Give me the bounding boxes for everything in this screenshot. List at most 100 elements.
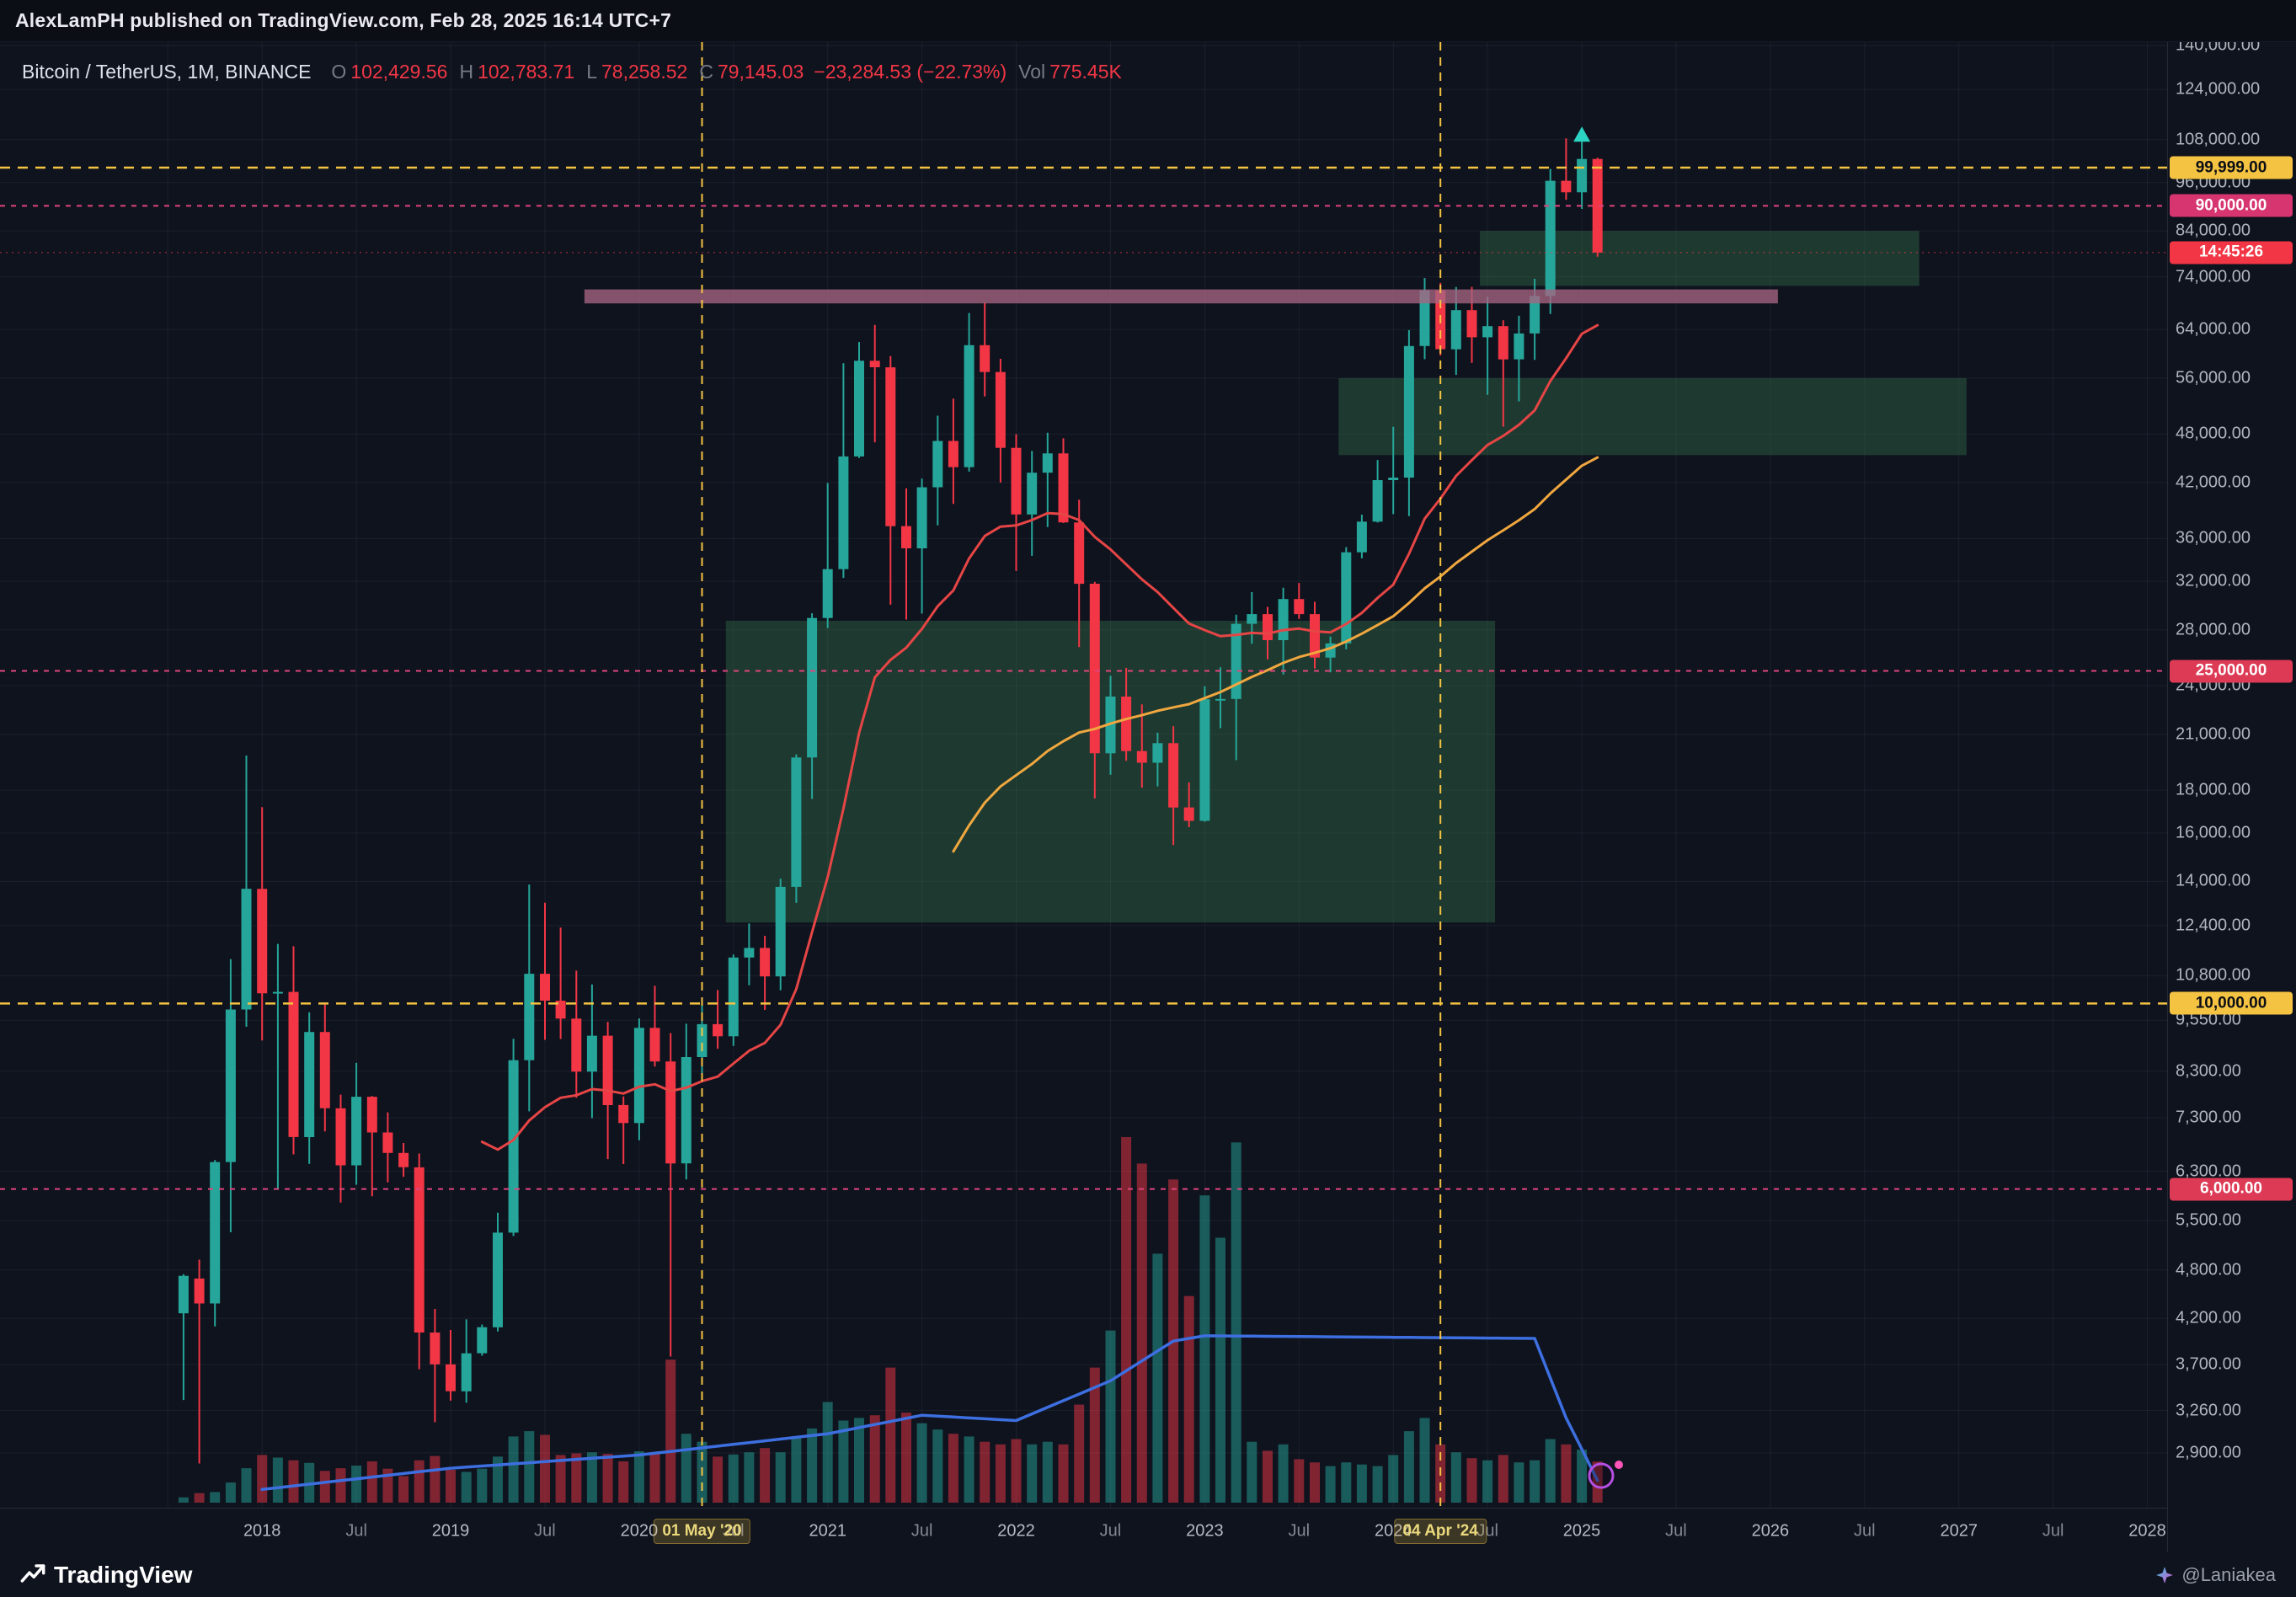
candle: [1294, 583, 1305, 619]
volume-bar: [319, 1471, 330, 1503]
supply-demand-zone[interactable]: [1338, 377, 1967, 456]
time-tick-month: Jul: [722, 1521, 745, 1540]
ohlc-close-label: C: [699, 61, 713, 83]
candle: [713, 990, 724, 1050]
candle: [1561, 138, 1572, 200]
volume-bar: [1152, 1253, 1163, 1503]
candle: [1058, 438, 1069, 523]
price-line-badge: 6,000.00: [2170, 1178, 2293, 1201]
ema-20-line: [480, 323, 1599, 1151]
volume-bar: [807, 1428, 818, 1503]
volume-bar: [241, 1468, 252, 1503]
drawings-layer: [0, 42, 2167, 1508]
price-tick: 9,550.00: [2176, 1010, 2241, 1029]
time-tick-month: Jul: [910, 1521, 933, 1540]
candle: [665, 1033, 676, 1357]
candle: [571, 970, 582, 1098]
candle: [257, 807, 268, 1041]
tradingview-brand-text: TradingView: [54, 1561, 193, 1588]
candle: [461, 1319, 472, 1403]
chart-layers: [0, 42, 2167, 1508]
sma-50-line: [952, 456, 1599, 853]
volume-bar: [1577, 1450, 1588, 1503]
volume-bar: [1183, 1295, 1194, 1503]
candle: [1011, 434, 1022, 571]
time-tick-year: 2018: [243, 1521, 281, 1540]
price-tick: 10,800.00: [2176, 965, 2251, 985]
grid-layer: [0, 42, 2167, 1508]
ohlc-high-label: H: [459, 61, 474, 83]
symbol-title[interactable]: Bitcoin / TetherUS, 1M, BINANCE: [22, 61, 312, 83]
ohlc-low-label: L: [586, 61, 597, 83]
volume-bar: [1089, 1367, 1100, 1503]
volume-bar: [446, 1470, 456, 1503]
candle: [335, 1094, 346, 1203]
volume-bar: [524, 1431, 535, 1503]
time-tick-year: 2025: [1562, 1521, 1601, 1540]
candle: [1121, 667, 1132, 761]
price-tick: 8,300.00: [2176, 1061, 2241, 1081]
price-tick: 36,000.00: [2176, 528, 2251, 547]
candle: [194, 1259, 205, 1464]
volume-bar: [713, 1456, 724, 1503]
price-tick: 2,900.00: [2176, 1443, 2241, 1462]
time-tick-year: 2022: [997, 1521, 1035, 1540]
candle: [932, 415, 943, 526]
volume-bar: [1482, 1460, 1493, 1503]
candle: [1183, 782, 1194, 827]
tradingview-brand[interactable]: TradingView: [20, 1562, 192, 1589]
volume-bar: [225, 1482, 236, 1503]
price-tick: 108,000.00: [2176, 130, 2261, 149]
volume-bar: [210, 1492, 221, 1503]
ohlc-close-value: 79,145.03: [717, 61, 804, 83]
candle: [1231, 614, 1241, 761]
ohlc-open-value: 102,429.56: [350, 61, 448, 83]
time-tick-year: 2026: [1751, 1521, 1790, 1540]
price-tick: 16,000.00: [2176, 823, 2251, 842]
volume-bar: [1310, 1462, 1320, 1503]
time-tick-year: 2023: [1186, 1521, 1224, 1540]
candle: [586, 984, 597, 1119]
ohlc-high-value: 102,783.71: [478, 61, 575, 83]
candle: [540, 902, 550, 1040]
ath-arrow-marker[interactable]: [1573, 126, 1591, 142]
time-axis[interactable]: 2018 Jul 2019 Jul 2020 Jul 2021 Jul 2022 Jul 2023 J…: [0, 1508, 2168, 1553]
resistance-band[interactable]: [584, 289, 1778, 304]
candle: [382, 1112, 393, 1183]
volume-bar: [649, 1452, 660, 1503]
vline-date-label[interactable]: 04 Apr '24: [1394, 1518, 1487, 1544]
volume-bar: [1372, 1466, 1383, 1503]
price-tick: 74,000.00: [2176, 267, 2251, 286]
volume-bar: [571, 1453, 582, 1503]
candle: [728, 954, 739, 1046]
volume-bar: [760, 1448, 771, 1503]
candle: [493, 1212, 503, 1332]
volume-bar: [351, 1466, 362, 1503]
candle: [854, 342, 864, 458]
volume-bar: [366, 1461, 377, 1503]
volume-bar: [1058, 1444, 1069, 1503]
price-tick: 3,700.00: [2176, 1354, 2241, 1374]
ohlc-open-label: O: [331, 61, 347, 83]
candle: [916, 478, 927, 614]
candle: [791, 754, 802, 903]
volume-bar: [1592, 1461, 1603, 1503]
price-axis[interactable]: 140,000.00 124,000.00 108,000.00 96,000.00 8…: [2167, 36, 2296, 1552]
price-line-badge: 90,000.00: [2170, 194, 2293, 217]
vline-date-label[interactable]: 01 May '20: [654, 1518, 750, 1544]
price-tick: 14,000.00: [2176, 871, 2251, 890]
candle: [555, 927, 566, 1039]
candle: [838, 363, 849, 579]
volume-bar: [1136, 1163, 1147, 1503]
candle: [272, 943, 283, 1189]
volume-bar: [1215, 1237, 1225, 1503]
candle: [225, 959, 236, 1232]
volume-bar: [1042, 1441, 1053, 1503]
time-tick-year: 2028: [2128, 1521, 2166, 1540]
change-value: −23,284.53 (−22.73%): [814, 61, 1007, 83]
volume-bar: [1199, 1195, 1210, 1503]
volume-bar: [398, 1476, 409, 1503]
volume-bar: [414, 1460, 424, 1503]
